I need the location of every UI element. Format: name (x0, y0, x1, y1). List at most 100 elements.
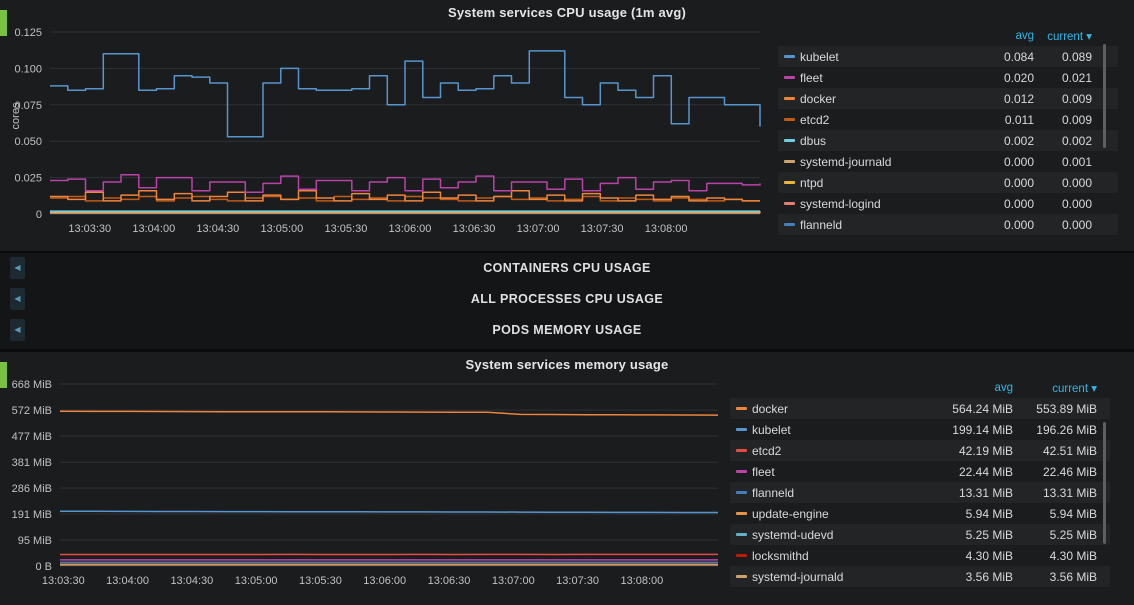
series-color-dash-icon (736, 575, 747, 578)
dashboard-row-collapsed[interactable]: ◀ CONTAINERS CPU USAGE (0, 253, 1134, 284)
series-color-dash-icon (736, 470, 747, 473)
series-color-dash-icon (736, 491, 747, 494)
series-toggle-link[interactable]: systemd-udevd (752, 527, 834, 542)
legend-row: ntpd 0.000 0.000 (778, 172, 1118, 193)
series-color-dash-icon[interactable] (736, 554, 752, 557)
series-color-dash-icon[interactable] (784, 76, 800, 79)
series-color-dash-icon (784, 181, 795, 184)
x-tick-label: 13:05:30 (325, 223, 368, 235)
series-color-dash-icon[interactable] (736, 407, 752, 410)
x-tick-label: 13:05:00 (260, 223, 303, 235)
y-tick-label: 381 MiB (12, 457, 52, 469)
series-current-value: 0.009 (1061, 91, 1092, 106)
series-avg-value: 0.000 (1003, 154, 1034, 169)
row-title[interactable]: ALL PROCESSES CPU USAGE (470, 292, 664, 306)
series-color-dash-icon (784, 160, 795, 163)
series-toggle-link[interactable]: systemd-journald (752, 569, 844, 584)
row-collapse-toggle[interactable]: ◀ (10, 257, 25, 279)
series-toggle-link[interactable]: dbus (800, 133, 827, 148)
series-toggle-link[interactable]: flanneld (752, 485, 795, 500)
series-toggle-link[interactable]: kubelet (752, 422, 791, 437)
legend-sort-avg[interactable]: avg (1015, 30, 1034, 42)
x-tick-label: 13:06:00 (389, 223, 432, 235)
legend-sort-current[interactable]: current ▾ (1052, 383, 1097, 395)
series-avg-value: 0.011 (1004, 112, 1034, 127)
series-toggle-link[interactable]: systemd-logind (800, 196, 881, 211)
series-toggle-link[interactable]: docker (800, 91, 837, 106)
series-color-dash-icon[interactable] (784, 97, 800, 100)
panel-title[interactable]: System services memory usage (465, 357, 669, 372)
legend-row: flanneld 0.000 0.000 (778, 214, 1118, 235)
series-color-dash-icon[interactable] (784, 202, 800, 205)
dashboard-row-collapsed[interactable]: ◀ PODS MEMORY USAGE (0, 315, 1134, 346)
series-current-value: 3.56 MiB (1049, 569, 1097, 584)
series-current-value: 4.30 MiB (1049, 548, 1097, 563)
series-avg-value: 22.44 MiB (958, 464, 1013, 479)
memory-usage-chart[interactable]: 0 B 95 MiB 191 MiB 286 MiB 381 MiB 477 MiB 572… (6, 376, 730, 600)
series-toggle-link[interactable]: update-engine (752, 506, 829, 521)
row-collapse-toggle[interactable]: ◀ (10, 319, 25, 341)
series-color-dash-icon (736, 554, 747, 557)
row-title[interactable]: PODS MEMORY USAGE (492, 323, 642, 337)
dashboard-row-collapsed[interactable]: ◀ ALL PROCESSES CPU USAGE (0, 284, 1134, 315)
legend-row: etcd2 42.19 MiB 42.51 MiB (730, 440, 1110, 461)
x-tick-label: 13:06:30 (453, 223, 496, 235)
series-toggle-link[interactable]: flanneld (800, 217, 843, 232)
legend-row: systemd-journald 0.000 0.001 (778, 151, 1118, 172)
legend-scrollbar[interactable] (1103, 422, 1106, 544)
series-toggle-link[interactable]: etcd2 (800, 112, 830, 127)
series-color-dash-icon[interactable] (736, 470, 752, 473)
cpu-usage-chart[interactable]: 0 0.025 0.050 0.075 0.100 0.125 13:03:30 13:04:… (14, 24, 766, 246)
legend-sort-current[interactable]: current ▾ (1047, 31, 1092, 43)
series-color-dash-icon (784, 118, 795, 121)
series-color-dash-icon[interactable] (736, 491, 752, 494)
series-color-dash-icon[interactable] (736, 575, 752, 578)
series-toggle-link[interactable]: ntpd (800, 175, 824, 190)
series-color-dash-icon[interactable] (784, 223, 800, 226)
series-toggle-link[interactable]: kubelet (800, 49, 839, 64)
series-toggle-link[interactable]: systemd-journald (800, 154, 892, 169)
series-color-dash-icon[interactable] (736, 449, 752, 452)
legend-row: systemd-logind 0.000 0.000 (778, 193, 1118, 214)
series-color-dash-icon[interactable] (784, 181, 800, 184)
series-color-dash-icon[interactable] (784, 160, 800, 163)
series-color-dash-icon[interactable] (736, 512, 752, 515)
legend-row: fleet 0.020 0.021 (778, 67, 1118, 88)
legend-row: docker 564.24 MiB 553.89 MiB (730, 398, 1110, 419)
series-color-dash-icon[interactable] (736, 428, 752, 431)
panel-cpu-usage: System services CPU usage (1m avg) cores… (0, 0, 1134, 251)
x-tick-label: 13:04:00 (106, 575, 149, 587)
row-collapse-toggle[interactable]: ◀ (10, 288, 25, 310)
series-line-kubelet (59, 510, 718, 514)
legend-row: dbus 0.002 0.002 (778, 130, 1118, 151)
series-line-kubelet (50, 50, 761, 138)
series-toggle-link[interactable]: fleet (800, 70, 823, 85)
legend-scrollbar[interactable] (1103, 44, 1106, 148)
series-color-dash-icon[interactable] (784, 139, 800, 142)
series-color-dash-icon[interactable] (784, 55, 800, 58)
x-tick-label: 13:03:30 (42, 575, 85, 587)
series-line-docker (50, 189, 760, 202)
row-title[interactable]: CONTAINERS CPU USAGE (483, 261, 651, 275)
x-tick-label: 13:07:00 (517, 223, 560, 235)
legend-header: avg current ▾ (730, 378, 1110, 398)
legend-sort-avg[interactable]: avg (994, 382, 1013, 394)
x-tick-label: 13:07:30 (581, 223, 624, 235)
series-avg-value: 3.56 MiB (965, 569, 1013, 584)
series-color-dash-icon (784, 139, 795, 142)
series-toggle-link[interactable]: fleet (752, 464, 775, 479)
series-color-dash-icon[interactable] (736, 533, 752, 536)
series-color-dash-icon[interactable] (784, 118, 800, 121)
y-tick-label: 0.125 (14, 27, 42, 39)
series-toggle-link[interactable]: locksmithd (752, 548, 809, 563)
series-current-value: 553.89 MiB (1036, 401, 1097, 416)
series-toggle-link[interactable]: etcd2 (752, 443, 782, 458)
legend-row: locksmithd 4.30 MiB 4.30 MiB (730, 545, 1110, 566)
x-tick-label: 13:07:00 (492, 575, 535, 587)
panel-title[interactable]: System services CPU usage (1m avg) (447, 5, 687, 20)
x-tick-label: 13:06:00 (363, 575, 406, 587)
y-tick-label: 0.100 (14, 63, 42, 75)
series-toggle-link[interactable]: docker (752, 401, 789, 416)
x-tick-label: 13:05:30 (299, 575, 342, 587)
y-tick-label: 572 MiB (12, 405, 52, 417)
